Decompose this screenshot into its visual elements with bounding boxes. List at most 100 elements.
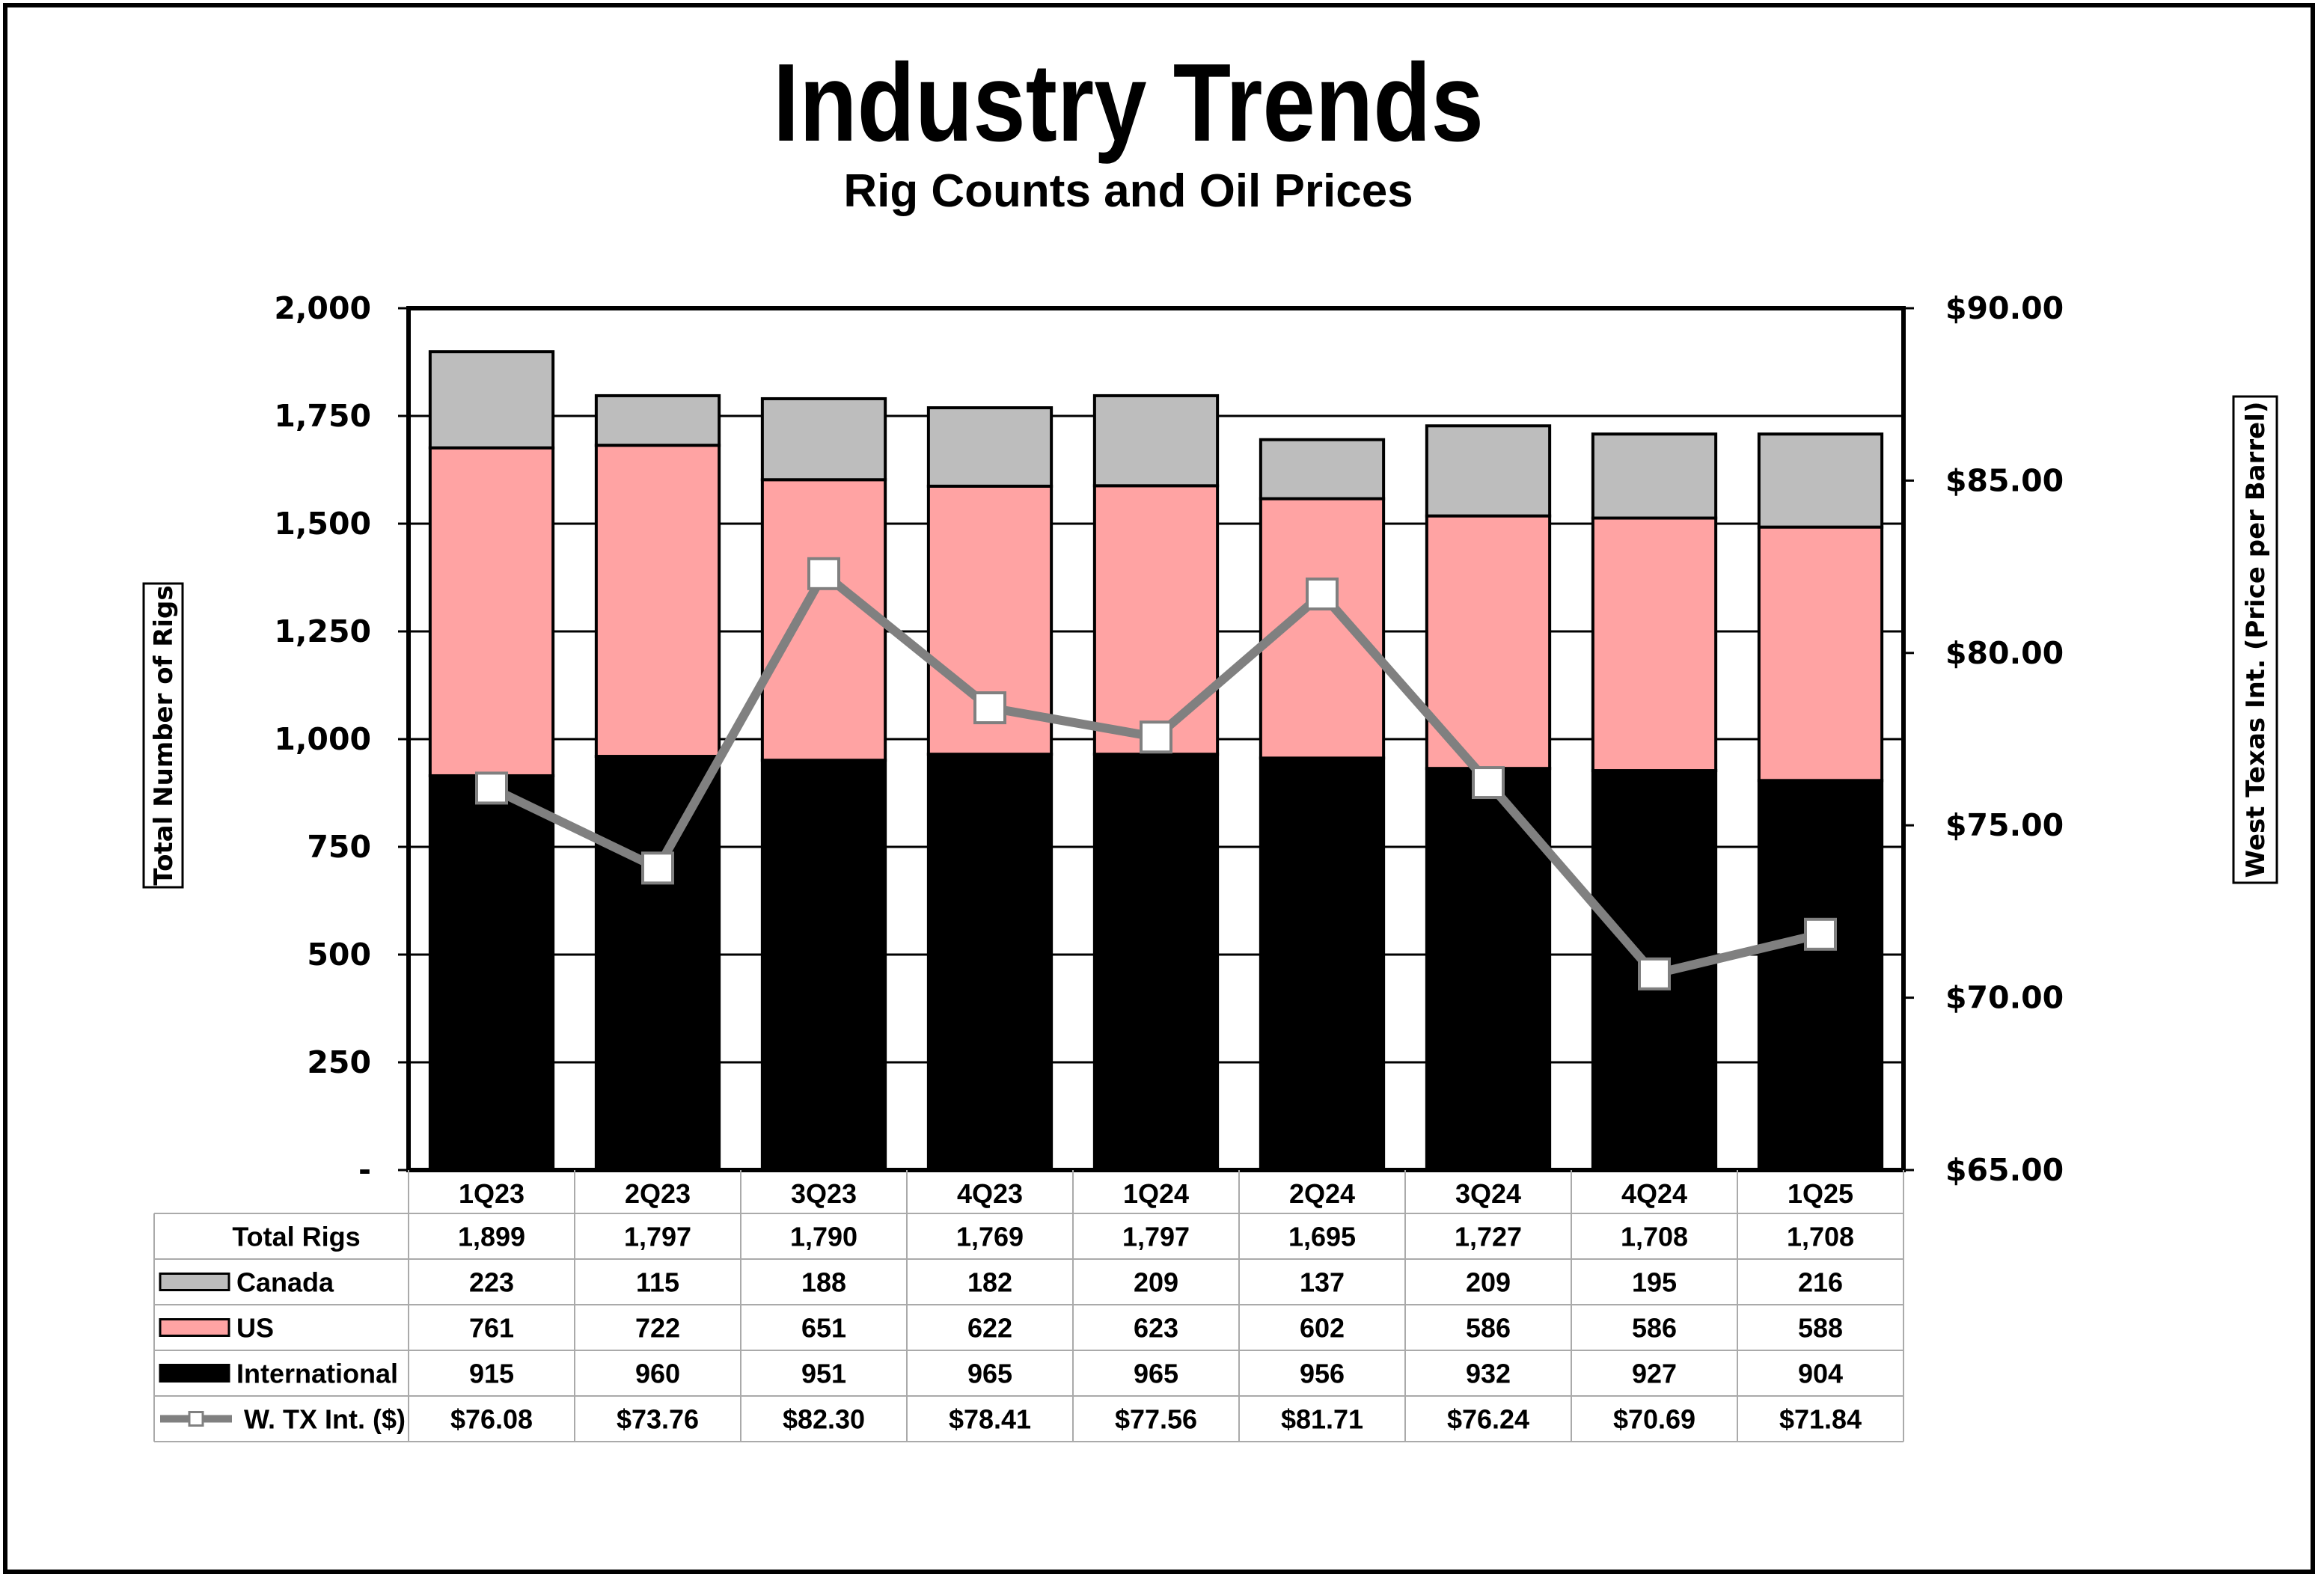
table-cell: 965 bbox=[967, 1359, 1012, 1389]
wti-point-2q24 bbox=[1306, 578, 1339, 611]
bar-canada-1q23 bbox=[428, 350, 555, 450]
bar-canada-3q23 bbox=[760, 396, 887, 482]
table-cell: 188 bbox=[801, 1267, 846, 1298]
bar-us-2q23 bbox=[594, 444, 721, 759]
legend-key-canada bbox=[159, 1273, 230, 1291]
bar-us-1q23 bbox=[428, 446, 555, 777]
bar-canada-2q23 bbox=[594, 394, 721, 447]
x-tick-label: 3Q24 bbox=[1455, 1178, 1521, 1209]
table-row-label: International bbox=[236, 1359, 398, 1389]
table-cell: $77.56 bbox=[1115, 1404, 1197, 1435]
table-cell: $71.84 bbox=[1779, 1404, 1862, 1435]
wti-point-3q23 bbox=[807, 557, 840, 590]
bar-canada-4q24 bbox=[1591, 432, 1718, 520]
y-tick-label: 1,750 bbox=[274, 398, 371, 434]
bar-us-1q25 bbox=[1757, 525, 1884, 783]
y-axis-title-box bbox=[142, 582, 184, 889]
bar-international-2q23 bbox=[594, 755, 721, 1172]
chart-frame bbox=[3, 3, 2315, 1574]
bar-us-3q23 bbox=[760, 478, 887, 762]
bar-canada-3q24 bbox=[1425, 424, 1552, 518]
y-tick-label: 750 bbox=[307, 829, 371, 865]
y-tick-label: 2,000 bbox=[274, 290, 371, 326]
table-cell: 137 bbox=[1300, 1267, 1345, 1298]
bar-international-1q23 bbox=[428, 774, 555, 1172]
y-tick-label: 1,000 bbox=[274, 721, 371, 757]
table-cell: 588 bbox=[1798, 1313, 1843, 1344]
y-right-tick-label: $80.00 bbox=[1945, 635, 2064, 671]
y-tick-label: 1,250 bbox=[274, 613, 371, 649]
y-axis-title: Total Number of Rigs bbox=[149, 585, 179, 885]
legend-key-us bbox=[159, 1318, 230, 1337]
bar-us-4q24 bbox=[1591, 516, 1718, 773]
table-cell: 1,708 bbox=[1621, 1222, 1688, 1252]
chart-title: Industry Trends bbox=[773, 41, 1484, 165]
y-tick-label: 1,500 bbox=[274, 506, 371, 542]
table-cell: 586 bbox=[1466, 1313, 1511, 1344]
legend-key-wti-marker bbox=[188, 1411, 204, 1427]
y-axis-right-title: West Texas Int. (Price per Barrel) bbox=[2241, 402, 2271, 878]
table-cell: 602 bbox=[1300, 1313, 1345, 1344]
bars bbox=[428, 350, 1884, 1172]
table-cell: 1,790 bbox=[790, 1222, 857, 1252]
data-table: 1Q23 2Q23 3Q23 4Q23 1Q24 2Q24 3Q24 4Q24 1Q25 Tota… bbox=[153, 1170, 1904, 1442]
bar-canada-1q25 bbox=[1757, 432, 1884, 529]
wti-point-4q24 bbox=[1638, 957, 1671, 990]
left-axis-ticks: - 250 500 750 1,000 1,250 1,500 1,750 2,000 bbox=[274, 290, 409, 1188]
table-cell: 651 bbox=[801, 1313, 846, 1344]
table-cell: 956 bbox=[1300, 1359, 1345, 1389]
table-cell: $73.76 bbox=[617, 1404, 699, 1435]
x-tick-label: 2Q24 bbox=[1289, 1178, 1355, 1209]
table-cell: 216 bbox=[1798, 1267, 1843, 1298]
wti-point-1q23 bbox=[475, 771, 508, 805]
table-cell: 115 bbox=[636, 1267, 679, 1298]
table-cell: 722 bbox=[635, 1313, 680, 1344]
table-cell: $70.69 bbox=[1613, 1404, 1695, 1435]
y-right-tick-label: $70.00 bbox=[1945, 980, 2064, 1016]
y-tick-label: 500 bbox=[307, 937, 371, 973]
table-cell: $81.71 bbox=[1281, 1404, 1363, 1435]
x-tick-label: 1Q25 bbox=[1788, 1178, 1853, 1209]
bar-us-1q24 bbox=[1092, 484, 1220, 756]
table-cell: 586 bbox=[1632, 1313, 1677, 1344]
table-cell: 915 bbox=[469, 1359, 514, 1389]
table-cell: 623 bbox=[1134, 1313, 1178, 1344]
bar-canada-1q24 bbox=[1092, 394, 1220, 488]
bar-international-3q23 bbox=[760, 759, 887, 1172]
x-tick-label: 3Q23 bbox=[791, 1178, 857, 1209]
table-row-label: W. TX Int. ($) bbox=[244, 1404, 406, 1435]
x-tick-label: 1Q24 bbox=[1123, 1178, 1189, 1209]
wti-point-2q23 bbox=[641, 851, 674, 885]
table-cell: 1,899 bbox=[458, 1222, 525, 1252]
table-cell: 904 bbox=[1798, 1359, 1843, 1389]
x-tick-label: 1Q23 bbox=[459, 1178, 525, 1209]
bar-international-1q25 bbox=[1757, 779, 1884, 1172]
y-axis-right-title-box bbox=[2232, 395, 2278, 884]
table-cell: 195 bbox=[1632, 1267, 1677, 1298]
table-cell: 1,797 bbox=[624, 1222, 691, 1252]
right-axis-ticks: $65.00 $70.00 $75.00 $80.00 $85.00 $90.00 bbox=[1903, 290, 2064, 1188]
table-cell: 1,708 bbox=[1787, 1222, 1854, 1252]
table-cell: 1,727 bbox=[1455, 1222, 1522, 1252]
chart-subtitle: Rig Counts and Oil Prices bbox=[843, 165, 1413, 217]
y-right-tick-label: $85.00 bbox=[1945, 462, 2064, 498]
x-tick-label: 4Q24 bbox=[1621, 1178, 1687, 1209]
table-cell: 209 bbox=[1134, 1267, 1178, 1298]
wti-point-1q25 bbox=[1804, 917, 1837, 951]
table-cell: 960 bbox=[635, 1359, 680, 1389]
bar-international-2q24 bbox=[1259, 756, 1386, 1172]
table-cell: 182 bbox=[967, 1267, 1012, 1298]
bar-international-4q23 bbox=[926, 753, 1054, 1172]
y-tick-label: 250 bbox=[307, 1044, 371, 1080]
table-cell: 622 bbox=[967, 1313, 1012, 1344]
bar-canada-2q24 bbox=[1259, 438, 1386, 500]
y-right-tick-label: $90.00 bbox=[1945, 290, 2064, 326]
table-cell: $78.41 bbox=[949, 1404, 1031, 1435]
table-cell: 1,695 bbox=[1288, 1222, 1356, 1252]
table-cell: 932 bbox=[1466, 1359, 1511, 1389]
bar-us-3q24 bbox=[1425, 514, 1552, 771]
bar-canada-4q23 bbox=[926, 406, 1054, 488]
table-cell: 761 bbox=[469, 1313, 514, 1344]
wti-point-1q24 bbox=[1140, 720, 1172, 754]
